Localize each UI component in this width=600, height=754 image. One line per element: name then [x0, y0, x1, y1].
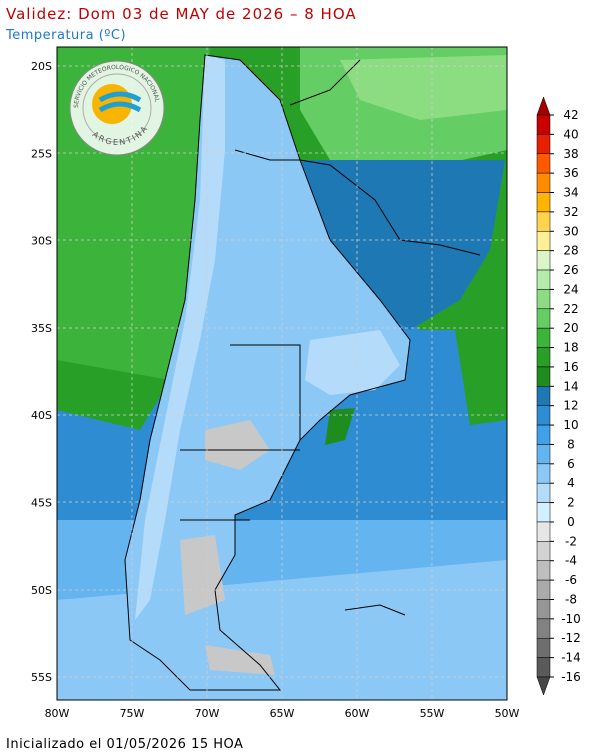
lat-labels: 20S 25S 30S 35S 40S 45S 50S 55S	[31, 60, 52, 684]
colorbar-box	[536, 250, 551, 271]
colorbar-box	[536, 502, 551, 523]
lon-label: 65W	[270, 707, 295, 720]
lat-label: 40S	[31, 409, 52, 422]
colorbar-box	[536, 618, 551, 639]
colorbar-label: 36	[563, 166, 578, 180]
colorbar: 424038363432302826242220181614121086420-…	[536, 96, 581, 696]
colorbar-label: 40	[563, 127, 578, 141]
colorbar-label: -14	[561, 651, 581, 665]
colorbar-box	[536, 134, 551, 155]
argentina	[125, 55, 410, 690]
subtitle: Temperatura (ºC)	[5, 28, 126, 43]
title: Validez: Dom 03 de MAY de 2026 – 8 HOA	[6, 5, 357, 23]
logo: SERVICIO METEOROLÓGICO NACIONAL ARGENTIN…	[69, 60, 165, 156]
colorbar-label: 34	[563, 186, 578, 200]
colorbar-box	[536, 657, 551, 678]
footer: Inicializado el 01/05/2026 15 HOA	[6, 737, 243, 750]
lat-label: 30S	[31, 235, 52, 248]
colorbar-label: 24	[563, 282, 578, 296]
lon-labels: 80W 75W 70W 65W 60W 55W 50W	[45, 707, 520, 720]
map	[56, 46, 508, 701]
colorbar-box	[536, 289, 551, 310]
colorbar-box	[536, 153, 551, 174]
colorbar-box	[536, 308, 551, 329]
colorbar-label: 30	[563, 224, 578, 238]
colorbar-label: 0	[567, 515, 575, 529]
colorbar-box	[536, 463, 551, 484]
lon-label: 60W	[345, 707, 370, 720]
map-frame	[56, 46, 508, 701]
colorbar-box	[536, 269, 551, 290]
lat-label: 25S	[31, 147, 52, 160]
colorbar-box	[536, 560, 551, 581]
colorbar-label: 22	[563, 302, 578, 316]
colorbar-label: 18	[563, 341, 578, 355]
colorbar-label: 42	[563, 108, 578, 122]
colorbar-box	[536, 541, 551, 561]
colorbar-box	[536, 637, 551, 658]
colorbar-label: -16	[561, 670, 581, 684]
colorbar-label: 8	[567, 437, 575, 451]
colorbar-box	[536, 482, 551, 503]
lat-label: 20S	[31, 60, 52, 73]
colorbar-box	[536, 114, 551, 135]
colorbar-box	[536, 172, 551, 193]
colorbar-label: 32	[563, 205, 578, 219]
colorbar-box	[536, 599, 551, 620]
lon-label: 55W	[420, 707, 445, 720]
colorbar-label: 14	[563, 379, 578, 393]
colorbar-label: 10	[563, 418, 578, 432]
colorbar-box	[536, 521, 551, 542]
colorbar-top	[536, 96, 551, 116]
colorbar-label: -12	[561, 631, 581, 645]
lat-label: 50S	[31, 584, 52, 597]
colorbar-label: 16	[563, 360, 578, 374]
pampas	[305, 330, 400, 395]
colorbar-label: 4	[567, 476, 575, 490]
colorbar-box	[536, 386, 551, 406]
colorbar-label: 2	[567, 496, 575, 510]
colorbar-label: 6	[567, 457, 575, 471]
colorbar-box	[536, 347, 551, 368]
lat-label: 45S	[31, 497, 52, 510]
graticule	[57, 47, 507, 700]
colorbar-box	[536, 327, 551, 348]
lighter-green	[340, 55, 507, 120]
logo-inner	[82, 73, 152, 143]
cold-spots	[180, 420, 275, 675]
lon-label: 50W	[495, 707, 520, 720]
colorbar-label: -6	[565, 573, 577, 587]
lat-label: 35S	[31, 322, 52, 335]
coastline	[124, 54, 411, 691]
andes	[135, 55, 225, 620]
colorbar-box	[536, 211, 551, 232]
colorbar-box	[536, 366, 551, 387]
lon-label: 75W	[120, 707, 145, 720]
lon-label: 80W	[45, 707, 70, 720]
lagoon	[325, 408, 355, 445]
lon-label: 70W	[195, 707, 220, 720]
colorbar-box	[536, 192, 551, 213]
borders	[180, 59, 481, 616]
colorbar-box	[536, 424, 551, 445]
colorbar-box	[536, 444, 551, 465]
colorbar-label: 38	[563, 147, 578, 161]
colorbar-label: 20	[563, 321, 578, 335]
colorbar-box	[536, 579, 551, 600]
colorbar-label: 26	[563, 263, 578, 277]
colorbar-label: -2	[565, 534, 577, 548]
lat-label: 55S	[31, 671, 52, 684]
colorbar-label: 28	[563, 244, 578, 258]
colorbar-label: -8	[565, 592, 577, 606]
colorbar-label: 12	[563, 399, 578, 413]
colorbar-label: -4	[565, 554, 577, 568]
colorbar-box	[536, 405, 551, 426]
colorbar-bottom	[536, 676, 551, 696]
colorbar-label: -10	[561, 612, 581, 626]
colorbar-box	[536, 231, 551, 251]
logo-waves	[98, 91, 142, 113]
